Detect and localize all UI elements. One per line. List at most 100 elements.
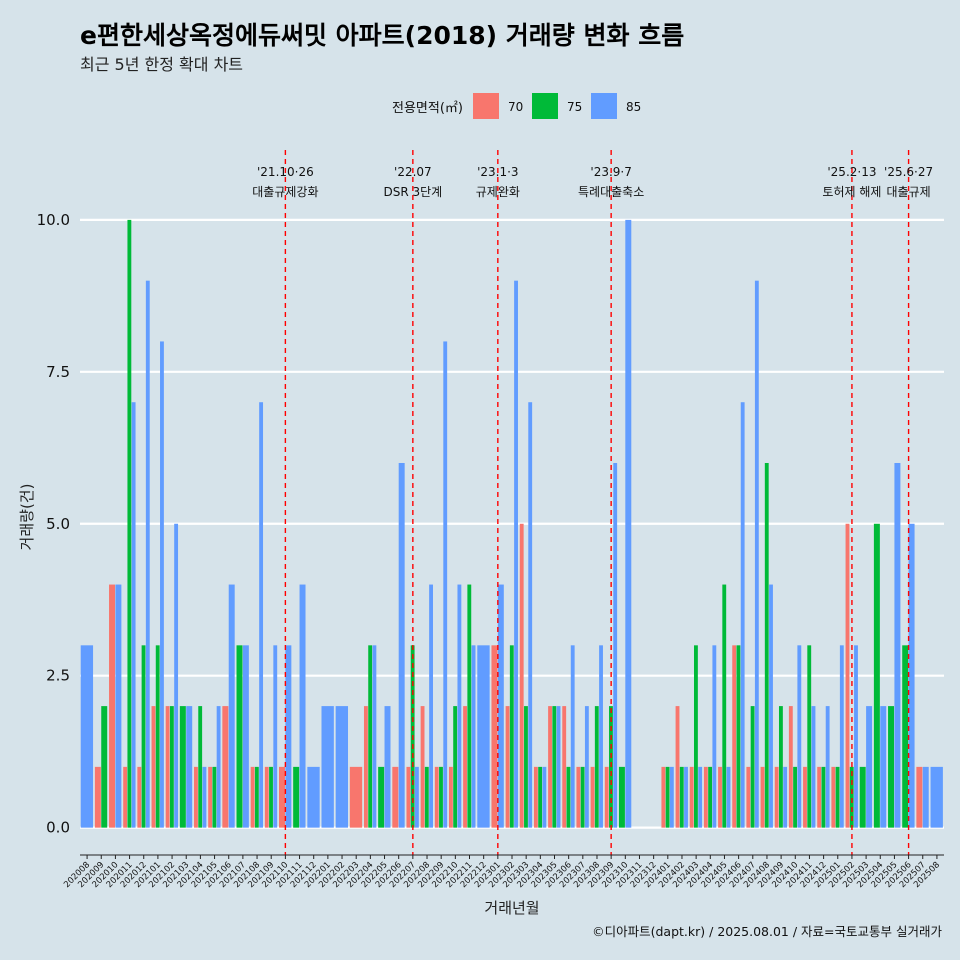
bar (335, 706, 349, 828)
bar (453, 706, 458, 828)
bar (165, 706, 170, 828)
bar (505, 706, 510, 828)
bar (689, 766, 694, 828)
event-label: 대출규제강화 (252, 185, 318, 199)
bar (548, 706, 552, 828)
bar (930, 766, 943, 828)
event-label: 토허제 해제 (822, 185, 881, 199)
bar (524, 706, 528, 828)
bar (769, 584, 773, 828)
bar (661, 766, 666, 828)
bar (222, 706, 229, 828)
bar (471, 645, 476, 828)
bar (141, 645, 146, 828)
bar (538, 766, 543, 828)
bar (750, 706, 755, 828)
event-label: DSR 3단계 (383, 185, 442, 199)
bar (384, 706, 391, 828)
y-axis: 0.0 2.5 5.0 7.5 10.0 (37, 211, 70, 837)
bar (202, 766, 207, 828)
bar (604, 766, 609, 828)
bar (880, 706, 887, 828)
legend-label: 70 (508, 100, 523, 114)
bar (562, 706, 567, 828)
bar (708, 766, 713, 828)
bar (566, 766, 571, 828)
x-axis: 2020082020092020102020112020122021012021… (62, 854, 944, 890)
bar (254, 766, 259, 828)
bar (392, 766, 399, 828)
bar (101, 706, 108, 828)
event-date: '21.10·26 (257, 165, 314, 179)
bar (894, 462, 901, 828)
bar (368, 645, 373, 828)
y-tick-label: 5.0 (46, 515, 70, 533)
bar (194, 766, 198, 828)
y-axis-title: 거래량(건) (18, 484, 36, 551)
event-lines: '21.10·26 대출규제강화 '22.07 DSR 3단계 '23.1·3 규제완화 '… (252, 150, 933, 855)
bar (378, 766, 385, 828)
bar (746, 766, 751, 828)
event-date: '23.9·7 (590, 165, 631, 179)
bar (131, 402, 136, 828)
bar (250, 766, 255, 828)
bar (665, 766, 670, 828)
bar (509, 645, 514, 828)
bar (242, 645, 249, 828)
event-label: 특례대출축소 (578, 185, 644, 199)
bar (873, 523, 880, 828)
bar (307, 766, 320, 828)
bar (835, 766, 840, 828)
bar (703, 766, 708, 828)
bar (174, 523, 179, 828)
bar (625, 219, 632, 828)
bar (363, 706, 368, 828)
x-axis-title: 거래년월 (484, 899, 539, 917)
bar (839, 645, 844, 828)
y-tick-label: 10.0 (37, 211, 70, 229)
bar (448, 766, 453, 828)
bar (155, 645, 160, 828)
bar (186, 706, 193, 828)
bar (831, 766, 836, 828)
legend-swatch (591, 93, 617, 119)
legend-swatch (473, 93, 499, 119)
legend-label: 85 (626, 100, 641, 114)
bar (179, 706, 186, 828)
legend-label: 75 (567, 100, 582, 114)
bar (216, 706, 221, 828)
bar (698, 766, 703, 828)
bar (764, 462, 769, 828)
bar (463, 706, 467, 828)
bar (902, 645, 909, 828)
bar (273, 645, 278, 828)
legend-title: 전용면적(㎡) (392, 101, 463, 116)
bar (398, 462, 405, 828)
event-date: '23.1·3 (477, 165, 518, 179)
bar (793, 766, 798, 828)
bar (669, 766, 674, 828)
bar (457, 584, 462, 828)
bar (137, 766, 142, 828)
bar (825, 706, 830, 828)
bar (556, 706, 561, 828)
bar (866, 706, 873, 828)
bar (811, 706, 816, 828)
bar (726, 766, 731, 828)
bar (590, 766, 595, 828)
bar (236, 645, 243, 828)
bar (797, 645, 802, 828)
bar (712, 645, 717, 828)
bar (774, 766, 779, 828)
bar (740, 402, 745, 828)
bar (722, 584, 727, 828)
bar (514, 280, 518, 828)
legend: 전용면적(㎡) 70 75 85 (392, 93, 641, 119)
bar (859, 766, 866, 828)
caption: ©디아파트(dapt.kr) / 2025.08.01 / 자료=국토교통부 실… (592, 924, 942, 939)
event-date: '25.6·27 (884, 165, 933, 179)
bar (145, 280, 150, 828)
bar (269, 766, 273, 828)
bar (807, 645, 812, 828)
bar (519, 523, 524, 828)
